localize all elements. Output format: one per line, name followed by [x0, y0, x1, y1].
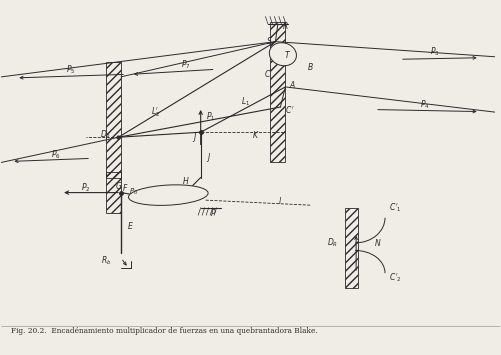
- Text: $C'$: $C'$: [285, 104, 294, 115]
- Text: $P_7$: $P_7$: [181, 58, 190, 71]
- Text: $E$: $E$: [127, 220, 133, 231]
- Text: $R_b$: $R_b$: [101, 254, 111, 267]
- Text: $P_1$: $P_1$: [206, 111, 215, 124]
- Text: $P_4$: $P_4$: [420, 98, 430, 111]
- Text: $L_1$: $L_1$: [241, 96, 250, 108]
- Bar: [271, 22, 286, 162]
- Text: $A$: $A$: [289, 79, 297, 90]
- Text: $H$: $H$: [182, 175, 189, 186]
- Text: $P_6$: $P_6$: [51, 149, 61, 161]
- Text: $S$: $S$: [266, 35, 273, 46]
- Bar: [345, 208, 358, 288]
- Text: $K$: $K$: [252, 129, 259, 140]
- Bar: [106, 62, 121, 178]
- Text: $C$: $C$: [265, 68, 272, 79]
- Text: $C'_1$: $C'_1$: [389, 201, 401, 214]
- Text: $R$: $R$: [282, 20, 289, 31]
- Text: $J$: $J$: [205, 151, 211, 164]
- Text: $F$: $F$: [122, 182, 128, 193]
- Text: $C'_2$: $C'_2$: [389, 272, 401, 284]
- Text: $P_0$: $P_0$: [129, 186, 138, 197]
- Text: $D_R$: $D_R$: [101, 129, 112, 141]
- Ellipse shape: [128, 185, 208, 206]
- Text: $P$: $P$: [210, 207, 216, 218]
- Text: $G$: $G$: [115, 180, 122, 191]
- Text: $P_3$: $P_3$: [430, 45, 440, 58]
- Text: $P_2$: $P_2$: [81, 181, 91, 194]
- Text: Fig. 20.2.  Encadénamiento multiplicador de fuerzas en una quebrantadora Blake.: Fig. 20.2. Encadénamiento multiplicador …: [12, 327, 318, 335]
- Text: $J$: $J$: [192, 131, 197, 144]
- Text: $D_R$: $D_R$: [327, 237, 338, 249]
- Text: $P_5$: $P_5$: [67, 63, 76, 76]
- Text: $N$: $N$: [374, 237, 381, 248]
- Bar: [106, 173, 121, 213]
- Ellipse shape: [270, 43, 297, 66]
- Text: $T$: $T$: [284, 49, 292, 60]
- Text: $L_2'$: $L_2'$: [151, 105, 160, 119]
- Text: $l$: $l$: [279, 195, 283, 206]
- Text: $B$: $B$: [307, 61, 314, 72]
